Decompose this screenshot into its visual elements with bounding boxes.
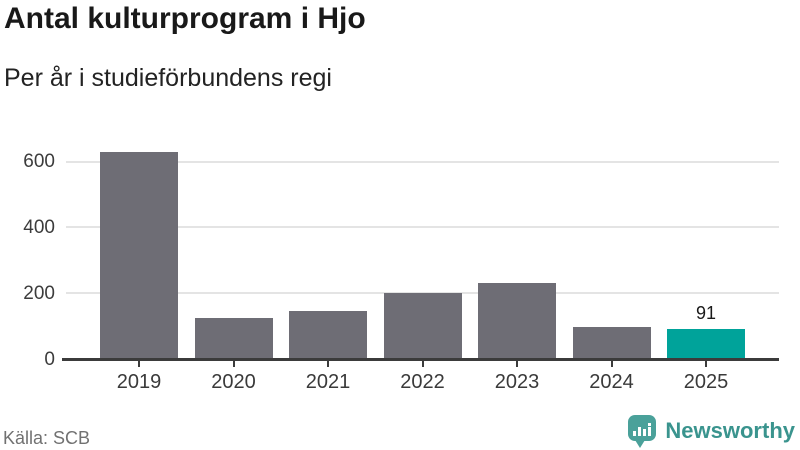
x-axis-tick-label: 2019 [116,371,162,393]
chart-title: Antal kulturprogram i Hjo [4,2,366,35]
y-axis-tick-label: 600 [23,151,55,173]
y-axis-tick-label: 200 [23,282,55,304]
x-axis-tick-label: 2023 [494,371,540,393]
brand-name: Newsworthy [665,418,795,443]
y-axis-tick-label: 400 [23,216,55,238]
x-axis-tick-mark [705,360,707,367]
exclamation-icon [648,422,652,436]
newsworthy-logo[interactable]: Newsworthy [628,414,795,448]
x-axis-tick-mark [327,360,329,367]
bar-2020 [194,317,273,359]
source-label: Källa: SCB [3,428,91,448]
x-axis-tick-mark [138,360,140,367]
x-axis-tick-label: 2020 [211,371,256,393]
x-axis-tick-mark [516,360,518,367]
bar-2023 [478,282,556,359]
x-axis-tick-label: 2021 [305,371,351,393]
bar-value-label: 91 [695,303,717,324]
bar-2024 [572,327,651,359]
bar-2019 [100,151,178,359]
gridline-y600 [66,160,779,163]
x-axis-tick-mark [610,360,613,367]
x-axis-tick-label: 2022 [400,371,445,393]
mini-bar-icon [638,426,642,436]
gridline-y400 [66,226,779,229]
x-axis-tick-mark [232,360,235,367]
bar-2025 [667,329,745,359]
newsworthy-chart-bubble-icon [628,414,657,448]
x-axis-tick-label: 2024 [589,371,634,393]
x-axis-tick-mark [421,360,424,367]
x-axis-line [62,357,779,361]
speech-bubble-shape [628,414,657,441]
bar-2021 [289,310,367,359]
chart-subtitle: Per år i studieförbundens regi [4,64,332,92]
mini-bar-icon [633,430,637,436]
bar-2022 [383,292,462,359]
x-axis-tick-label: 2025 [683,371,729,393]
mini-bar-icon [643,428,647,436]
y-axis-tick-label: 0 [44,348,55,370]
speech-bubble-tail [635,439,646,448]
